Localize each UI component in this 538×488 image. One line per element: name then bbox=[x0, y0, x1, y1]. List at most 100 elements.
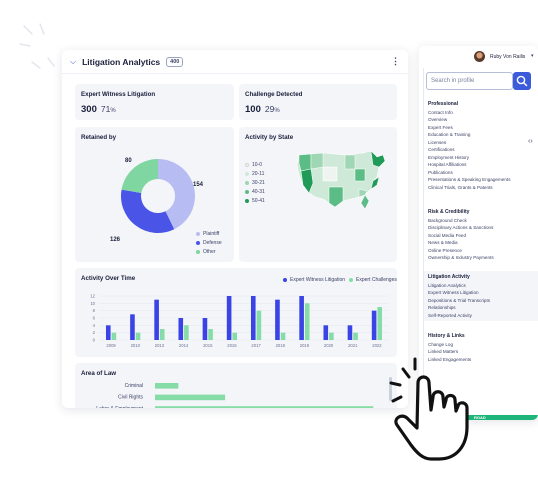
bar-challenges bbox=[256, 310, 262, 340]
us-map bbox=[296, 150, 386, 210]
category-label: Labor & Employment bbox=[96, 406, 143, 408]
x-tick-label: 2014 bbox=[179, 343, 189, 348]
search-button[interactable] bbox=[513, 72, 531, 90]
sidebar-item-contact-info[interactable]: Contact Info bbox=[428, 110, 453, 115]
profile-sidebar: Ruby Von Railis ▾ Search in profile Prof… bbox=[419, 46, 538, 420]
donut-slice-defense bbox=[121, 189, 175, 233]
section-title: History & Links bbox=[428, 333, 465, 339]
percent-sign: % bbox=[110, 108, 116, 114]
section-title: Litigation Activity bbox=[428, 274, 470, 280]
sidebar-item-depositions[interactable]: Depositions & Trial Transcripts bbox=[428, 297, 491, 303]
legend-plaintiff: Plaintiff bbox=[196, 231, 219, 237]
sidebar-item-linked-engagements[interactable]: Linked Engagements bbox=[428, 356, 472, 362]
bar-challenges bbox=[280, 332, 286, 340]
retained-by-title: Retained by bbox=[81, 134, 117, 141]
category-label: Criminal bbox=[125, 383, 143, 389]
chevron-down-icon[interactable]: ⌵ bbox=[70, 56, 77, 66]
expert-witness-count: 300 bbox=[81, 104, 97, 115]
sidebar-item-background-check[interactable]: Background Check bbox=[428, 218, 467, 223]
sidebar-item-self-reported[interactable]: Self-Reported Activity bbox=[428, 312, 472, 318]
sidebar-item-change-log[interactable]: Change Log bbox=[428, 342, 454, 347]
y-tick-label: 0 bbox=[93, 338, 96, 343]
challenge-percent: 29 bbox=[264, 104, 275, 114]
bar-litigation bbox=[299, 296, 304, 340]
sidebar-item-relationships[interactable]: Relationships bbox=[428, 305, 456, 311]
profile-name[interactable]: Ruby Von Railis bbox=[490, 54, 526, 60]
bar-litigation bbox=[226, 296, 232, 340]
sidebar-item-social-media[interactable]: Social Media Feed bbox=[428, 232, 467, 238]
x-tick-label: 2021 bbox=[348, 343, 358, 348]
sidebar-item-hospital-affiliations[interactable]: Hospital Affiliations bbox=[428, 162, 467, 168]
chevron-down-icon[interactable]: ▾ bbox=[531, 53, 534, 59]
collapse-sidebar-icon[interactable]: ‹› bbox=[528, 138, 533, 145]
sidebar-item-clinical-trials[interactable]: Clinical Trials, Grants & Patents bbox=[428, 184, 493, 190]
bar-challenges bbox=[111, 332, 117, 340]
litigation-analytics-panel: ⌵ Litigation Analytics 400 ⋮ Expert Witn… bbox=[62, 50, 408, 408]
sidebar-item-linked-matters[interactable]: Linked Matters bbox=[428, 349, 459, 355]
state-legend-item: 50-41 bbox=[245, 198, 265, 204]
percent-sign: % bbox=[274, 108, 280, 114]
sidebar-item-certifications[interactable]: Certifications bbox=[428, 147, 455, 153]
profile-nav: Search in profile Professional Contact I… bbox=[423, 68, 538, 420]
bar-litigation bbox=[275, 299, 280, 340]
sidebar-item-presentations[interactable]: Presentations & Speaking Engagements bbox=[428, 177, 511, 183]
sidebar-item-litigation-analytics[interactable]: Litigation Analytics bbox=[428, 283, 466, 288]
x-tick-label: 2019 bbox=[300, 343, 310, 348]
challenge-title: Challenge Detected bbox=[245, 91, 303, 98]
scrollbar[interactable] bbox=[389, 377, 392, 401]
section-risk-credibility: Risk & Credibility Background Check Disc… bbox=[428, 209, 536, 262]
search-icon bbox=[516, 75, 528, 87]
footer-label: ROAD bbox=[474, 415, 486, 420]
expert-witness-title: Expert Witness Litigation bbox=[81, 91, 156, 98]
sidebar-item-disciplinary-actions[interactable]: Disciplinary Actions & Sanctions bbox=[428, 225, 494, 231]
state-legend-item: 40-31 bbox=[245, 189, 265, 195]
y-tick-label: 6 bbox=[93, 316, 96, 321]
bar-challenges bbox=[304, 303, 310, 340]
state-legend-item: 30-21 bbox=[245, 180, 265, 186]
bar-litigation bbox=[178, 318, 184, 340]
search-input[interactable]: Search in profile bbox=[426, 72, 513, 90]
sidebar-item-education[interactable]: Education & Training bbox=[428, 132, 471, 138]
legend-expert-witness-litigation: Expert Witness Litigation bbox=[283, 277, 345, 283]
area-of-law-card: Area of Law Criminal Civil Rights Labor & … bbox=[75, 363, 397, 408]
profile-bar[interactable]: Ruby Von Railis ▾ bbox=[419, 46, 538, 68]
bar-litigation bbox=[371, 310, 377, 340]
y-tick-label: 2 bbox=[93, 330, 96, 335]
x-tick-label: 2016 bbox=[227, 343, 237, 348]
bar-litigation bbox=[130, 314, 135, 340]
area-bar bbox=[155, 406, 374, 408]
sidebar-item-overview[interactable]: Overview bbox=[428, 117, 448, 123]
avatar[interactable] bbox=[474, 51, 485, 62]
area-bar bbox=[155, 383, 179, 389]
retained-label-80: 80 bbox=[125, 158, 132, 164]
sidebar-item-online-presence[interactable]: Online Presence bbox=[428, 247, 462, 253]
section-history-links: History & Links Change Log Linked Matter… bbox=[428, 333, 536, 363]
retained-label-126: 126 bbox=[110, 237, 121, 243]
retained-by-card: Retained by 80 154 126 Plaintiff Defense… bbox=[75, 127, 234, 262]
activity-over-time-title: Activity Over Time bbox=[81, 275, 136, 282]
challenge-card[interactable]: Challenge Detected 100 29% bbox=[239, 84, 397, 120]
retained-donut-chart: 80 154 126 bbox=[110, 158, 204, 243]
sidebar-item-ownership-payments[interactable]: Ownership & Industry Payments bbox=[428, 255, 494, 261]
state-legend-item: 10-0 bbox=[245, 162, 262, 168]
legend-other: Other bbox=[196, 249, 216, 255]
sidebar-item-licenses[interactable]: Licenses bbox=[428, 139, 447, 145]
sidebar-item-publications[interactable]: Publications bbox=[428, 169, 453, 175]
section-professional: Professional Contact Info Overview Exper… bbox=[428, 101, 536, 191]
bar-challenges bbox=[377, 307, 383, 340]
sidebar-item-employment-history[interactable]: Employment History bbox=[428, 154, 470, 160]
more-options-icon[interactable]: ⋮ bbox=[391, 56, 400, 66]
retained-label-154: 154 bbox=[193, 182, 204, 188]
y-tick-label: 10 bbox=[90, 301, 95, 306]
sidebar-item-expert-witness-litigation[interactable]: Expert Witness Litigation bbox=[428, 290, 479, 296]
x-tick-label: 2018 bbox=[276, 343, 286, 348]
sidebar-item-expert-fees[interactable]: Expert Fees bbox=[428, 124, 453, 130]
expert-witness-card[interactable]: Expert Witness Litigation 300 71% bbox=[75, 84, 234, 120]
x-tick-label: 2010 bbox=[131, 343, 141, 348]
state-legend-item: 20-11 bbox=[245, 171, 264, 177]
donut-slice-plaintiff bbox=[158, 159, 195, 230]
bar-challenges bbox=[329, 332, 334, 340]
count-badge: 400 bbox=[166, 56, 184, 67]
sidebar-item-news-media[interactable]: News & Media bbox=[428, 240, 458, 246]
